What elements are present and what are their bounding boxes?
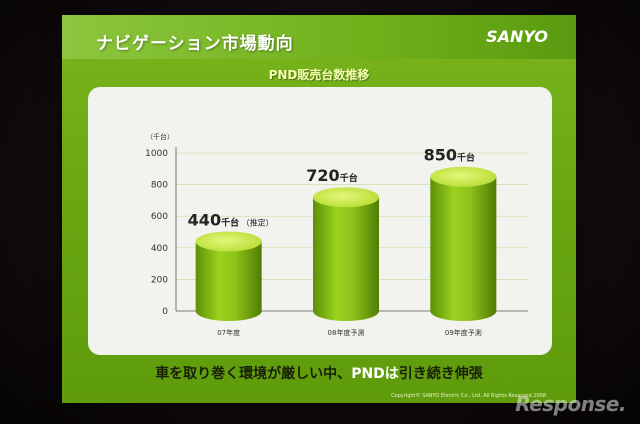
data-label-value: 440 (188, 210, 221, 229)
data-label: 720千台 (306, 166, 357, 185)
bar-top (195, 231, 262, 252)
caption-prefix: 車を取り巻く環境が厳しい中、 (155, 366, 352, 382)
y-tick-label: 800 (151, 181, 168, 191)
data-label-value: 850 (424, 146, 457, 165)
slide-caption: 車を取り巻く環境が厳しい中、PNDは引き続き伸張 (62, 363, 576, 383)
bar-top (313, 187, 379, 208)
y-unit-label: （千台） (146, 132, 174, 141)
bar (430, 176, 497, 321)
presentation-slide: ナビゲーション市場動向 SANYO PND販売台数推移 0 200 400 600 80… (62, 15, 576, 403)
sanyo-logo: SANYO (486, 27, 548, 46)
data-label-note: （推定） (239, 217, 274, 227)
x-tick-label: 09年度予測 (445, 328, 482, 337)
y-tick-label: 200 (151, 275, 168, 285)
slide-title: ナビゲーション市場動向 (96, 34, 294, 54)
x-tick-label: 08年度予測 (328, 328, 365, 337)
bar-top (430, 166, 497, 187)
y-tick-label: 0 (162, 307, 168, 317)
data-label-value: 720 (306, 166, 339, 185)
copyright-notice: Copyright© SANYO Electric Co., Ltd. All … (391, 393, 546, 399)
data-label-unit: 千台 (221, 216, 239, 228)
bar (195, 241, 262, 321)
caption-pnd: PNDは (351, 366, 399, 382)
response-watermark: Response. (515, 392, 626, 416)
data-label-unit: 千台 (457, 152, 475, 164)
bar (313, 197, 379, 321)
data-label: 850千台 (424, 146, 475, 165)
y-tick-label: 1000 (145, 149, 168, 159)
x-tick-label: 07年度 (217, 328, 240, 337)
y-tick-label: 600 (151, 212, 168, 222)
data-label: 440千台 （推定） (188, 210, 274, 229)
chart-title: PND販売台数推移 (268, 68, 370, 82)
slide-header: ナビゲーション市場動向 SANYO (62, 15, 576, 59)
data-label-unit: 千台 (340, 172, 358, 184)
chart-panel: 0 200 400 600 800 1000 （千台） 07年度 440千台 （推定） 08年度予… (88, 87, 552, 355)
y-tick-label: 400 (151, 244, 168, 254)
caption-suffix: 引き続き伸張 (398, 366, 483, 382)
watermark-text: Response. (515, 392, 626, 416)
